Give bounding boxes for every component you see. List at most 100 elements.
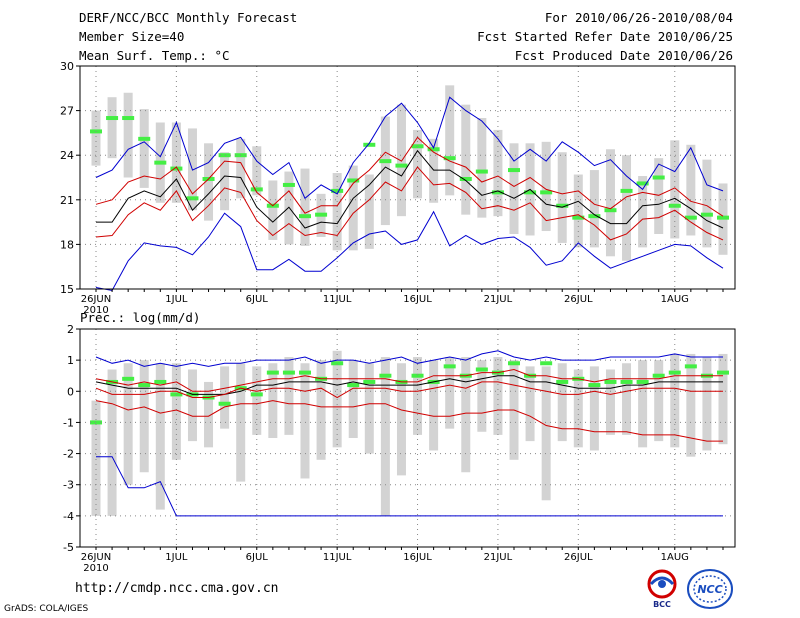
mean-marker (106, 116, 119, 121)
y-tick-label: 15 (60, 283, 74, 296)
mean-marker (218, 153, 231, 158)
box-bar (589, 170, 599, 248)
footer-url[interactable]: http://cmdp.ncc.cma.gov.cn (75, 581, 279, 596)
mean-marker (122, 116, 135, 121)
box-bar (702, 159, 712, 248)
box-bar (139, 109, 149, 188)
panel-title: Prec.: log(mm/d) (80, 310, 200, 325)
box-bar (91, 110, 101, 166)
y-tick-label: -5 (63, 541, 74, 554)
mean-marker (668, 370, 681, 375)
box-bar (155, 363, 165, 510)
x-tick-label: 26JUN (81, 552, 111, 563)
box-bar (541, 141, 551, 232)
mean-marker (684, 215, 697, 220)
mean-marker (556, 379, 569, 384)
bcc-logo-text: BCC (653, 600, 671, 609)
x-tick-label: 1AUG (661, 552, 689, 563)
box-bar (348, 165, 358, 251)
produced-date: Fcst Produced Date 2010/06/26 (514, 48, 733, 63)
box-bar (461, 357, 471, 473)
mean-marker (604, 379, 617, 384)
chart-title: DERF/NCC/BCC Monthly Forecast (79, 10, 298, 25)
box-bar (204, 143, 214, 221)
box-bar (429, 360, 439, 451)
box-bar (461, 104, 471, 215)
y-tick-label: 24 (60, 149, 74, 162)
x-tick-label: 16JUL (403, 552, 432, 563)
box-bar (123, 363, 133, 485)
box-bar (686, 353, 696, 457)
mean-marker (154, 160, 167, 165)
box-bar (268, 180, 278, 240)
mean-marker (170, 166, 183, 171)
box-bar (107, 97, 117, 159)
box-bar (300, 363, 310, 479)
box-bar (413, 357, 423, 435)
box-bar (348, 360, 358, 438)
mean-marker (299, 214, 311, 219)
series-line-upper (95, 368, 723, 392)
ncc-logo: NCC (687, 569, 733, 609)
box-bar (557, 363, 567, 442)
mean-marker (250, 187, 263, 192)
series-line-max (95, 96, 724, 200)
y-tick-label: 18 (60, 238, 74, 251)
y-tick-label: -2 (63, 448, 74, 461)
grads-credit: GrADS: COLA/IGES (4, 604, 89, 614)
mean-marker (443, 364, 456, 369)
y-tick-label: -1 (63, 416, 74, 429)
x-tick-label: 11JUL (323, 294, 352, 305)
mean-marker (717, 370, 729, 375)
box-bar (638, 176, 648, 248)
series-line-median (96, 149, 724, 229)
box-bar (380, 116, 390, 226)
mean-marker (700, 212, 713, 217)
mean-marker (122, 376, 135, 381)
mean-marker (475, 169, 488, 174)
header-right: For 2010/06/26-2010/08/04 Fcst Started R… (477, 8, 733, 65)
mean-marker (491, 190, 504, 195)
box-bar (284, 357, 294, 435)
mean-marker (684, 364, 697, 369)
box-bar (220, 152, 230, 211)
box-bar (493, 129, 503, 217)
x-tick-label: 1AUG (661, 294, 689, 305)
mean-marker (363, 142, 376, 147)
box-bar (557, 152, 567, 243)
mean-marker (604, 208, 617, 213)
mean-marker (620, 379, 633, 384)
series-line-min (95, 210, 724, 292)
mean-marker (668, 203, 681, 208)
series-line-upper (95, 136, 724, 217)
box-bar (396, 363, 406, 476)
box-bar (445, 357, 455, 429)
header-left: DERF/NCC/BCC Monthly Forecast Member Siz… (79, 8, 297, 65)
mean-marker (266, 370, 279, 375)
box-bar (171, 122, 181, 203)
y-tick-label: 1 (67, 354, 74, 367)
box-bar (605, 369, 615, 435)
x-tick-label: 26JUL (564, 294, 593, 305)
box-bar (605, 149, 615, 257)
x-tick-label: 26JUL (564, 552, 593, 563)
mean-marker (363, 379, 376, 384)
box-bar (525, 366, 535, 442)
mean-marker (540, 190, 553, 195)
box-bar (622, 155, 632, 261)
box-bar (622, 363, 632, 435)
x-tick-label: 6JUL (246, 294, 269, 305)
mean-marker (331, 361, 344, 366)
x-tick-label: 1JUL (165, 552, 188, 563)
box-bar (702, 357, 712, 451)
series-line-lowline (95, 400, 723, 442)
y-tick-label: 27 (60, 105, 74, 118)
year-label: 2010 (83, 563, 108, 574)
y-tick-label: -3 (63, 479, 74, 492)
panel-1: 15 18 21 24 27 30 26JUN 1JUL 6JUL 11JUL 16JUL 21JUL… (60, 60, 736, 316)
mean-marker (540, 361, 553, 366)
mean-marker (138, 136, 151, 141)
mean-marker (331, 188, 344, 193)
y-tick-label: -4 (63, 510, 74, 523)
